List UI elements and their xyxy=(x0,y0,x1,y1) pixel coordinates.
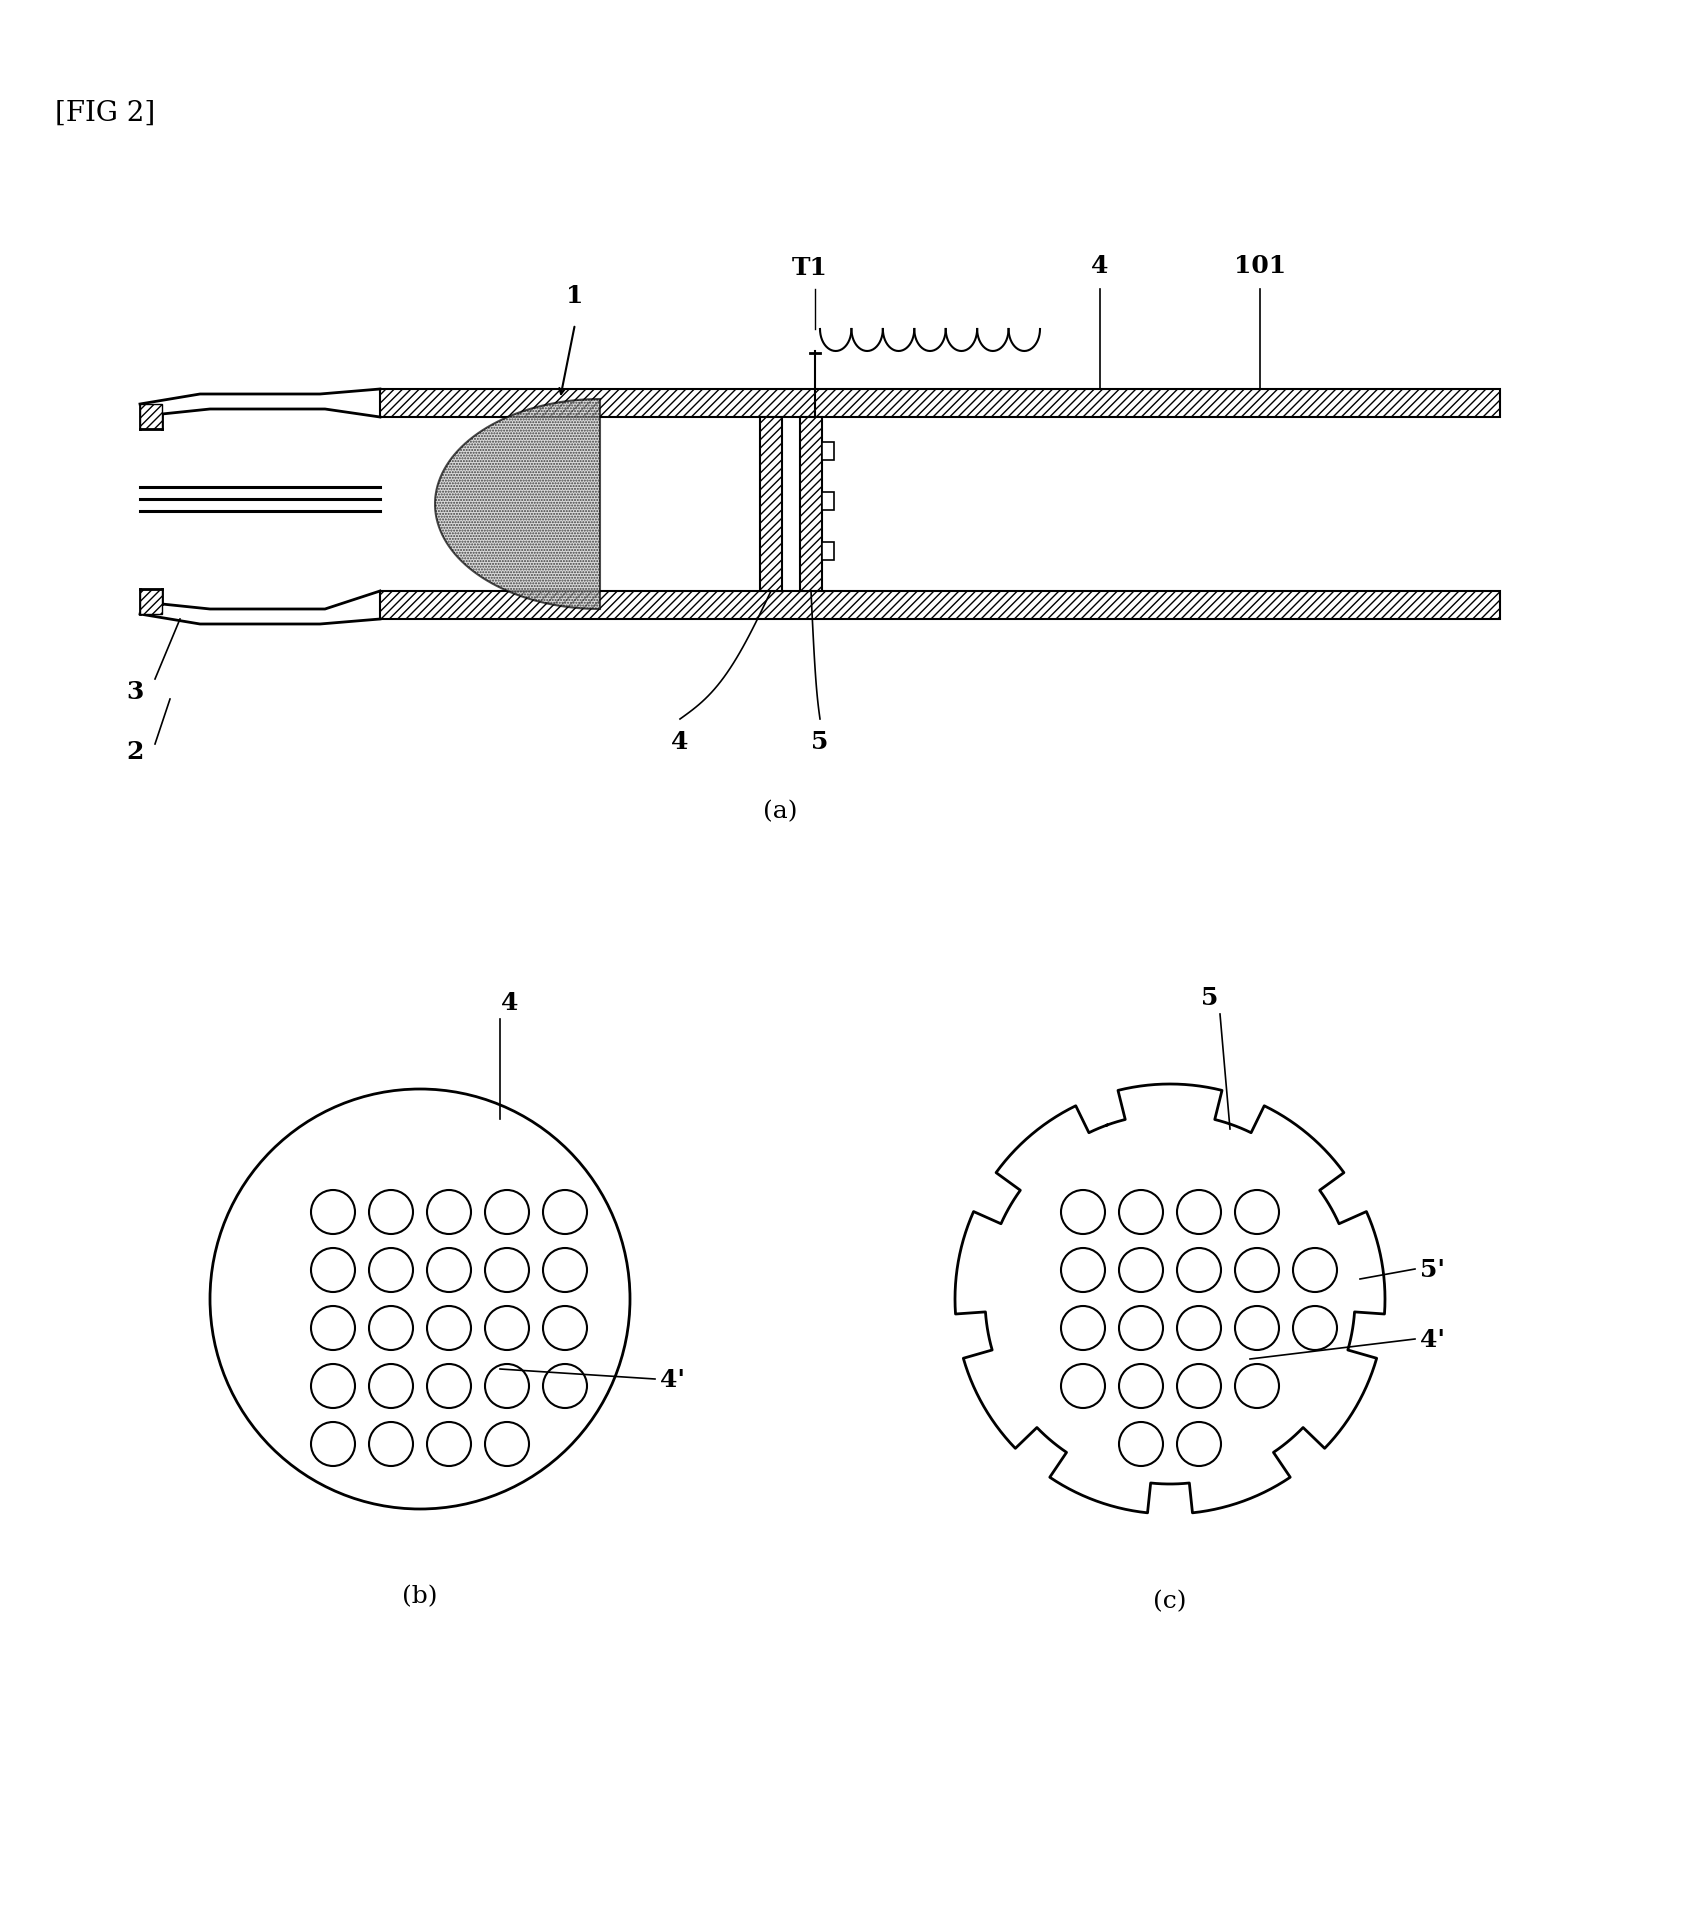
Circle shape xyxy=(1062,1307,1106,1349)
Bar xyxy=(140,590,162,614)
Text: 5: 5 xyxy=(812,729,829,754)
Circle shape xyxy=(427,1191,471,1235)
Circle shape xyxy=(1119,1365,1163,1409)
Bar xyxy=(760,417,782,591)
Circle shape xyxy=(427,1365,471,1409)
Text: (c): (c) xyxy=(1153,1589,1187,1612)
Text: 4: 4 xyxy=(501,990,518,1014)
Text: 2: 2 xyxy=(127,739,143,764)
Circle shape xyxy=(311,1248,354,1292)
Polygon shape xyxy=(436,400,599,611)
Circle shape xyxy=(311,1422,354,1466)
Circle shape xyxy=(544,1248,587,1292)
Circle shape xyxy=(1293,1307,1337,1349)
Text: 101: 101 xyxy=(1234,255,1286,278)
Text: 4': 4' xyxy=(660,1367,685,1391)
Text: 4: 4 xyxy=(1092,255,1109,278)
Text: [FIG 2]: [FIG 2] xyxy=(56,100,155,126)
Circle shape xyxy=(370,1307,414,1349)
Circle shape xyxy=(1177,1307,1220,1349)
Circle shape xyxy=(1177,1248,1220,1292)
Bar xyxy=(380,591,1501,620)
Circle shape xyxy=(1236,1307,1280,1349)
Bar xyxy=(822,492,834,511)
Circle shape xyxy=(544,1191,587,1235)
Circle shape xyxy=(484,1365,528,1409)
Circle shape xyxy=(1236,1365,1280,1409)
Circle shape xyxy=(1236,1248,1280,1292)
Circle shape xyxy=(1177,1365,1220,1409)
Circle shape xyxy=(370,1191,414,1235)
Circle shape xyxy=(427,1422,471,1466)
Circle shape xyxy=(370,1365,414,1409)
Bar xyxy=(140,404,162,431)
Circle shape xyxy=(1062,1248,1106,1292)
Circle shape xyxy=(1177,1422,1220,1466)
Circle shape xyxy=(484,1422,528,1466)
Bar xyxy=(822,442,834,461)
Circle shape xyxy=(1177,1191,1220,1235)
Text: 1: 1 xyxy=(565,283,584,308)
Text: 4: 4 xyxy=(672,729,689,754)
Circle shape xyxy=(544,1365,587,1409)
Circle shape xyxy=(1119,1422,1163,1466)
Circle shape xyxy=(370,1422,414,1466)
Circle shape xyxy=(484,1307,528,1349)
Bar xyxy=(800,417,822,591)
Text: (b): (b) xyxy=(402,1585,437,1608)
Circle shape xyxy=(484,1191,528,1235)
Text: 5: 5 xyxy=(1202,986,1219,1009)
Text: T1: T1 xyxy=(792,256,827,279)
Circle shape xyxy=(427,1307,471,1349)
Circle shape xyxy=(209,1089,630,1510)
Circle shape xyxy=(1062,1191,1106,1235)
Circle shape xyxy=(1119,1191,1163,1235)
Circle shape xyxy=(1293,1248,1337,1292)
Polygon shape xyxy=(955,1085,1384,1514)
Circle shape xyxy=(311,1191,354,1235)
Text: (a): (a) xyxy=(763,800,797,823)
Circle shape xyxy=(1062,1365,1106,1409)
Circle shape xyxy=(484,1248,528,1292)
Bar xyxy=(822,544,834,561)
Text: 3: 3 xyxy=(127,679,143,704)
Circle shape xyxy=(1119,1307,1163,1349)
Circle shape xyxy=(1119,1248,1163,1292)
Circle shape xyxy=(311,1365,354,1409)
Text: 4': 4' xyxy=(1420,1326,1445,1351)
Circle shape xyxy=(370,1248,414,1292)
Bar xyxy=(380,390,1501,417)
Circle shape xyxy=(544,1307,587,1349)
Circle shape xyxy=(1236,1191,1280,1235)
Circle shape xyxy=(311,1307,354,1349)
Text: 5': 5' xyxy=(1420,1257,1445,1280)
Circle shape xyxy=(427,1248,471,1292)
